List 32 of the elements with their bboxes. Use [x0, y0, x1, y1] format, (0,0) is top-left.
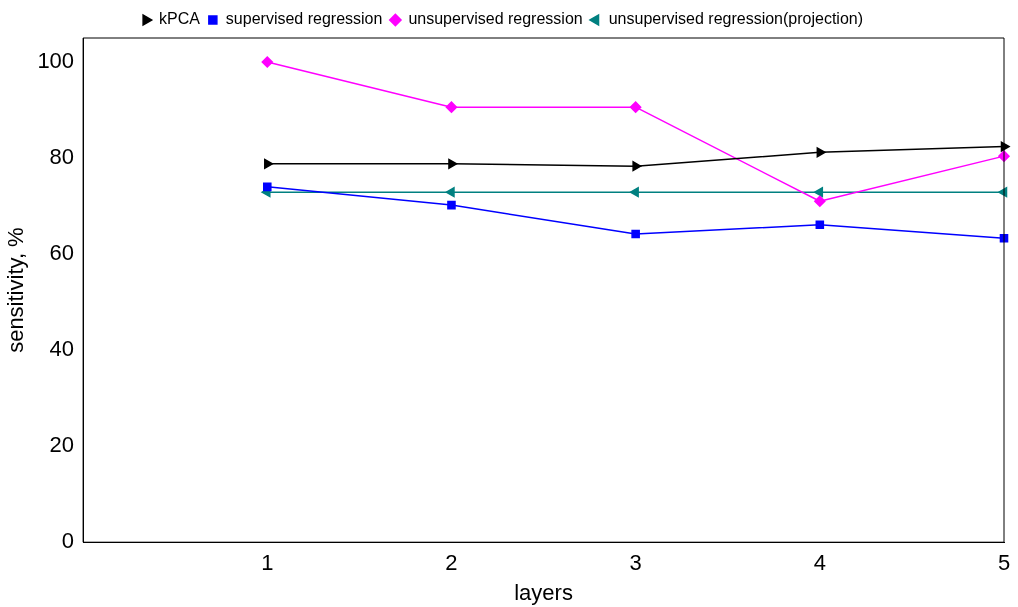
- y-tick-label: 40: [49, 336, 75, 362]
- point: [448, 158, 458, 169]
- point: [814, 195, 826, 208]
- point: [631, 229, 640, 239]
- point: [263, 182, 272, 192]
- y-tick-label: 100: [37, 48, 75, 74]
- x-tick-label: 1: [261, 550, 274, 576]
- point: [629, 187, 639, 198]
- point: [445, 187, 455, 198]
- y-tick-label: 0: [61, 528, 75, 554]
- x-tick-label: 3: [629, 550, 642, 576]
- point: [816, 147, 826, 158]
- x-tick-label: 2: [445, 550, 458, 576]
- x-axis-title: layers: [514, 579, 573, 605]
- point: [264, 158, 274, 169]
- point: [814, 187, 824, 198]
- point: [261, 56, 274, 68]
- x-tick-label: 4: [813, 550, 826, 576]
- point: [632, 161, 642, 172]
- point: [629, 101, 642, 113]
- point: [815, 220, 825, 230]
- legend-label: unsupervised regression(projection): [608, 10, 864, 28]
- point: [445, 101, 458, 113]
- point: [447, 200, 456, 210]
- x-tick-label: 5: [997, 550, 1011, 576]
- y-tick-label: 80: [49, 144, 75, 170]
- legend-label: unsupervised regression: [408, 10, 583, 28]
- y-tick-label: 60: [49, 240, 75, 266]
- legend-label: supervised regression: [225, 10, 383, 28]
- y-tick-label: 20: [49, 432, 75, 458]
- y-axis-title: sensitivity, %: [3, 227, 29, 353]
- legend-label: kPCA: [158, 10, 201, 28]
